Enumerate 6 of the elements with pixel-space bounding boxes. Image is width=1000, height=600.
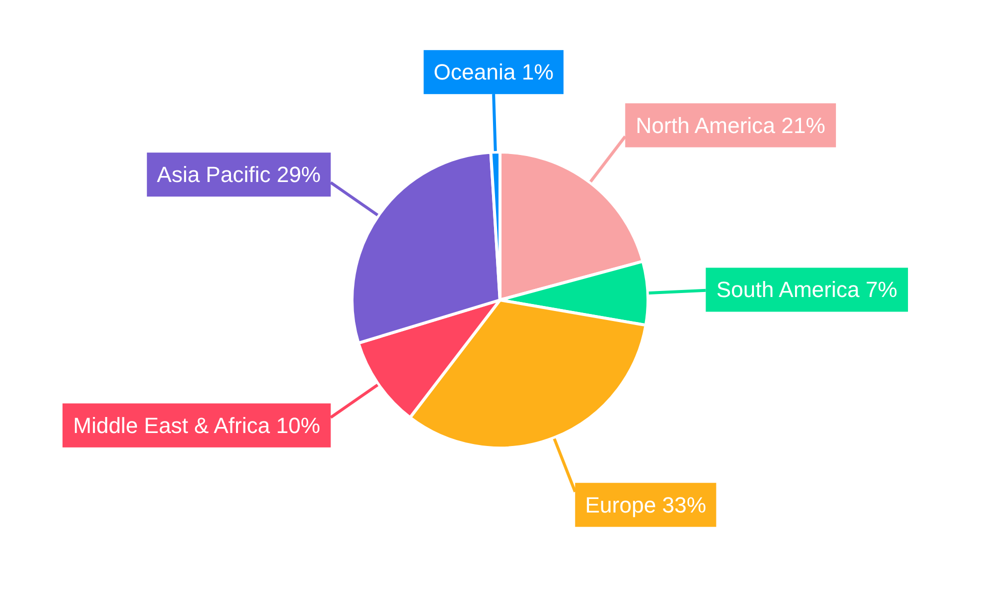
slice-label: Oceania 1%	[434, 60, 554, 85]
slice-label: Middle East & Africa 10%	[73, 412, 320, 438]
slice-label: North America 21%	[636, 112, 826, 138]
slice-label: Europe 33%	[585, 492, 706, 518]
slice-label: South America 7%	[716, 277, 898, 302]
slice-label: Asia Pacific 29%	[156, 162, 321, 188]
